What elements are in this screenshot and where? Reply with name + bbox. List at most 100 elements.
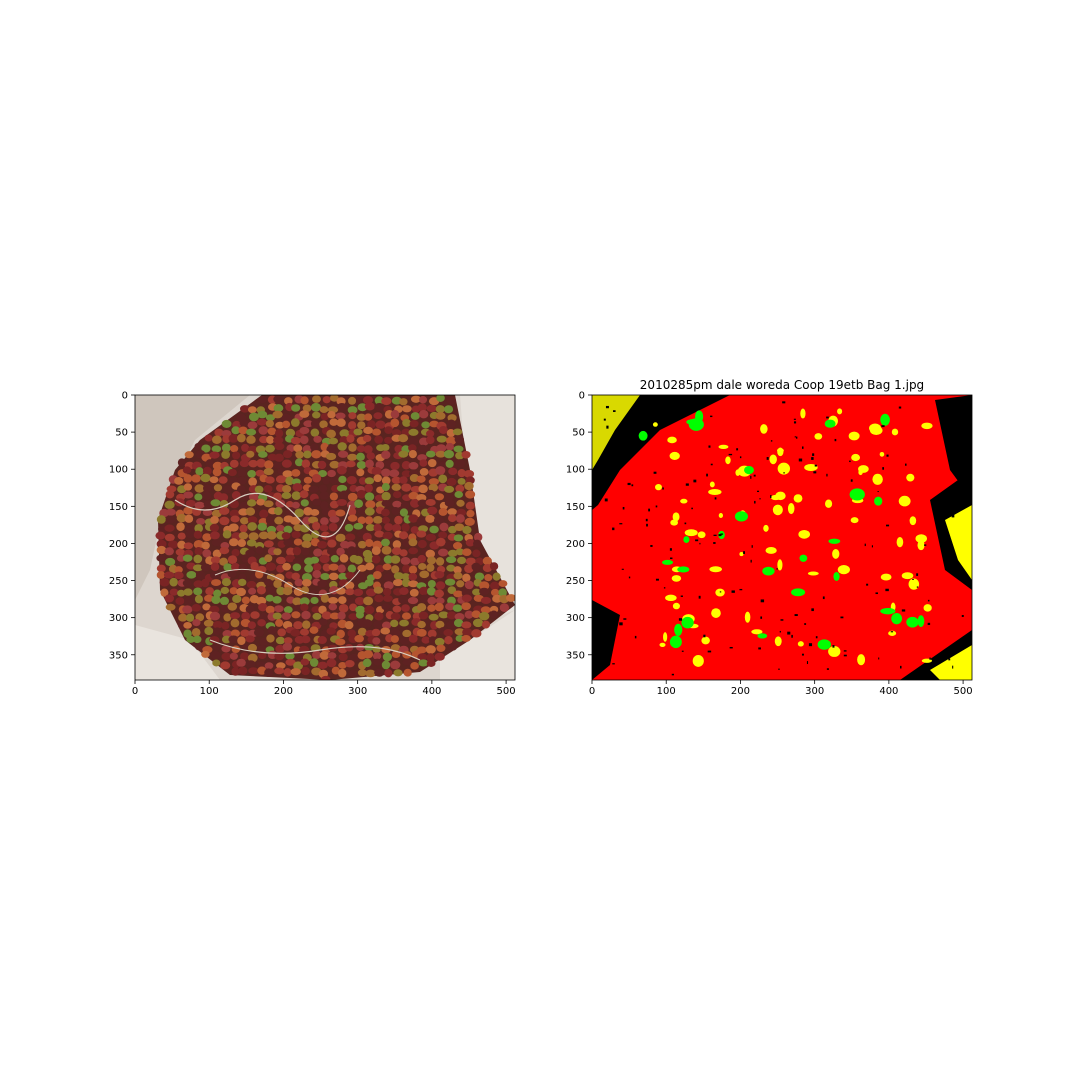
mask-black-speck [929,657,931,660]
mask-yellow-blob [774,636,782,647]
mask-black-speck [750,475,752,479]
cherry [282,642,293,651]
mask-black-speck [670,557,673,559]
cherry [310,419,320,428]
right-axes-frame [591,394,973,681]
cherry [238,666,248,675]
mask-black-speck [927,599,930,602]
mask-black-speck [653,471,657,474]
cherry [212,642,222,651]
cherry [394,515,403,525]
cherry [265,562,277,571]
cherry [383,581,394,590]
cherry [435,581,446,590]
cherry [183,474,193,483]
left-x-tick-label: 100 [200,686,219,697]
cherry [462,628,473,637]
cherry [390,418,400,428]
cherry [401,573,411,580]
cherry [429,525,439,534]
cherry [480,606,491,614]
cherry [176,554,186,562]
cherry [353,588,364,597]
cherry [401,612,412,620]
cherry [283,525,293,534]
mask-black-speck [866,583,869,586]
cherry [356,468,365,477]
cherry [410,412,420,420]
cherry [291,501,300,509]
cherry [211,435,222,444]
cherry [381,468,391,478]
mask-yellow-blob [672,602,680,610]
mask-black-speck [719,591,722,593]
cherry [373,523,382,533]
left-y-tick-label: 250 [109,576,128,587]
cherry [213,484,223,492]
cherry [290,668,301,676]
mask-black-speck [912,579,914,581]
cherry [283,668,292,677]
cherry [214,428,224,437]
cherry [177,540,186,550]
cherry [178,613,188,622]
cherry [250,611,260,619]
mask-black-speck [864,543,866,547]
mask-green-blob [762,566,775,576]
cherry [381,499,391,507]
cherry [474,572,485,581]
cherry [382,594,393,602]
cherry [392,605,402,613]
cherry [327,539,337,548]
mask-yellow-blob [921,422,933,430]
mask-black-speck [655,505,658,508]
cherry [183,629,192,639]
cherry [239,524,248,533]
mask-black-speck [720,533,724,535]
mask-yellow-blob [684,529,698,537]
cherry [195,467,204,476]
cherry [452,428,463,436]
cherry [466,509,475,518]
mask-green-blob [799,554,808,562]
cherry [329,515,340,523]
cherry [416,475,426,483]
right-x-tick-label: 100 [657,686,676,697]
cherry [490,588,500,597]
mask-green-blob [880,413,890,426]
cherry [489,562,499,571]
cherry [302,533,313,542]
cherry [183,621,192,629]
mask-yellow-blob [725,456,731,465]
mask-black-speck [760,616,763,619]
cherry [337,611,346,620]
cherry [209,476,219,484]
cherry [363,596,374,606]
mask-black-speck [619,523,623,525]
cherry [381,450,391,460]
mask-yellow-right-mid [945,505,972,580]
mask-yellow-blob [697,531,706,539]
cherry [410,662,419,670]
cherry [335,638,346,646]
cherry [267,427,277,436]
cherry [329,418,339,426]
cherry [164,547,174,556]
cherry [410,526,420,534]
cherry [419,409,429,419]
cherry [391,396,402,405]
mask-black-speck [743,551,745,554]
cherry [282,470,293,478]
mask-green-blob [828,538,841,544]
cherry [373,586,384,594]
cherry [448,642,458,651]
mask-black-speck [813,471,817,474]
cherry [165,508,176,516]
cherry [238,426,248,435]
mask-black-speck [655,578,659,581]
mask-black-speck [779,630,781,633]
cherry [301,540,312,549]
cherry [335,509,346,517]
cherry [193,587,203,596]
cherry [182,579,192,587]
